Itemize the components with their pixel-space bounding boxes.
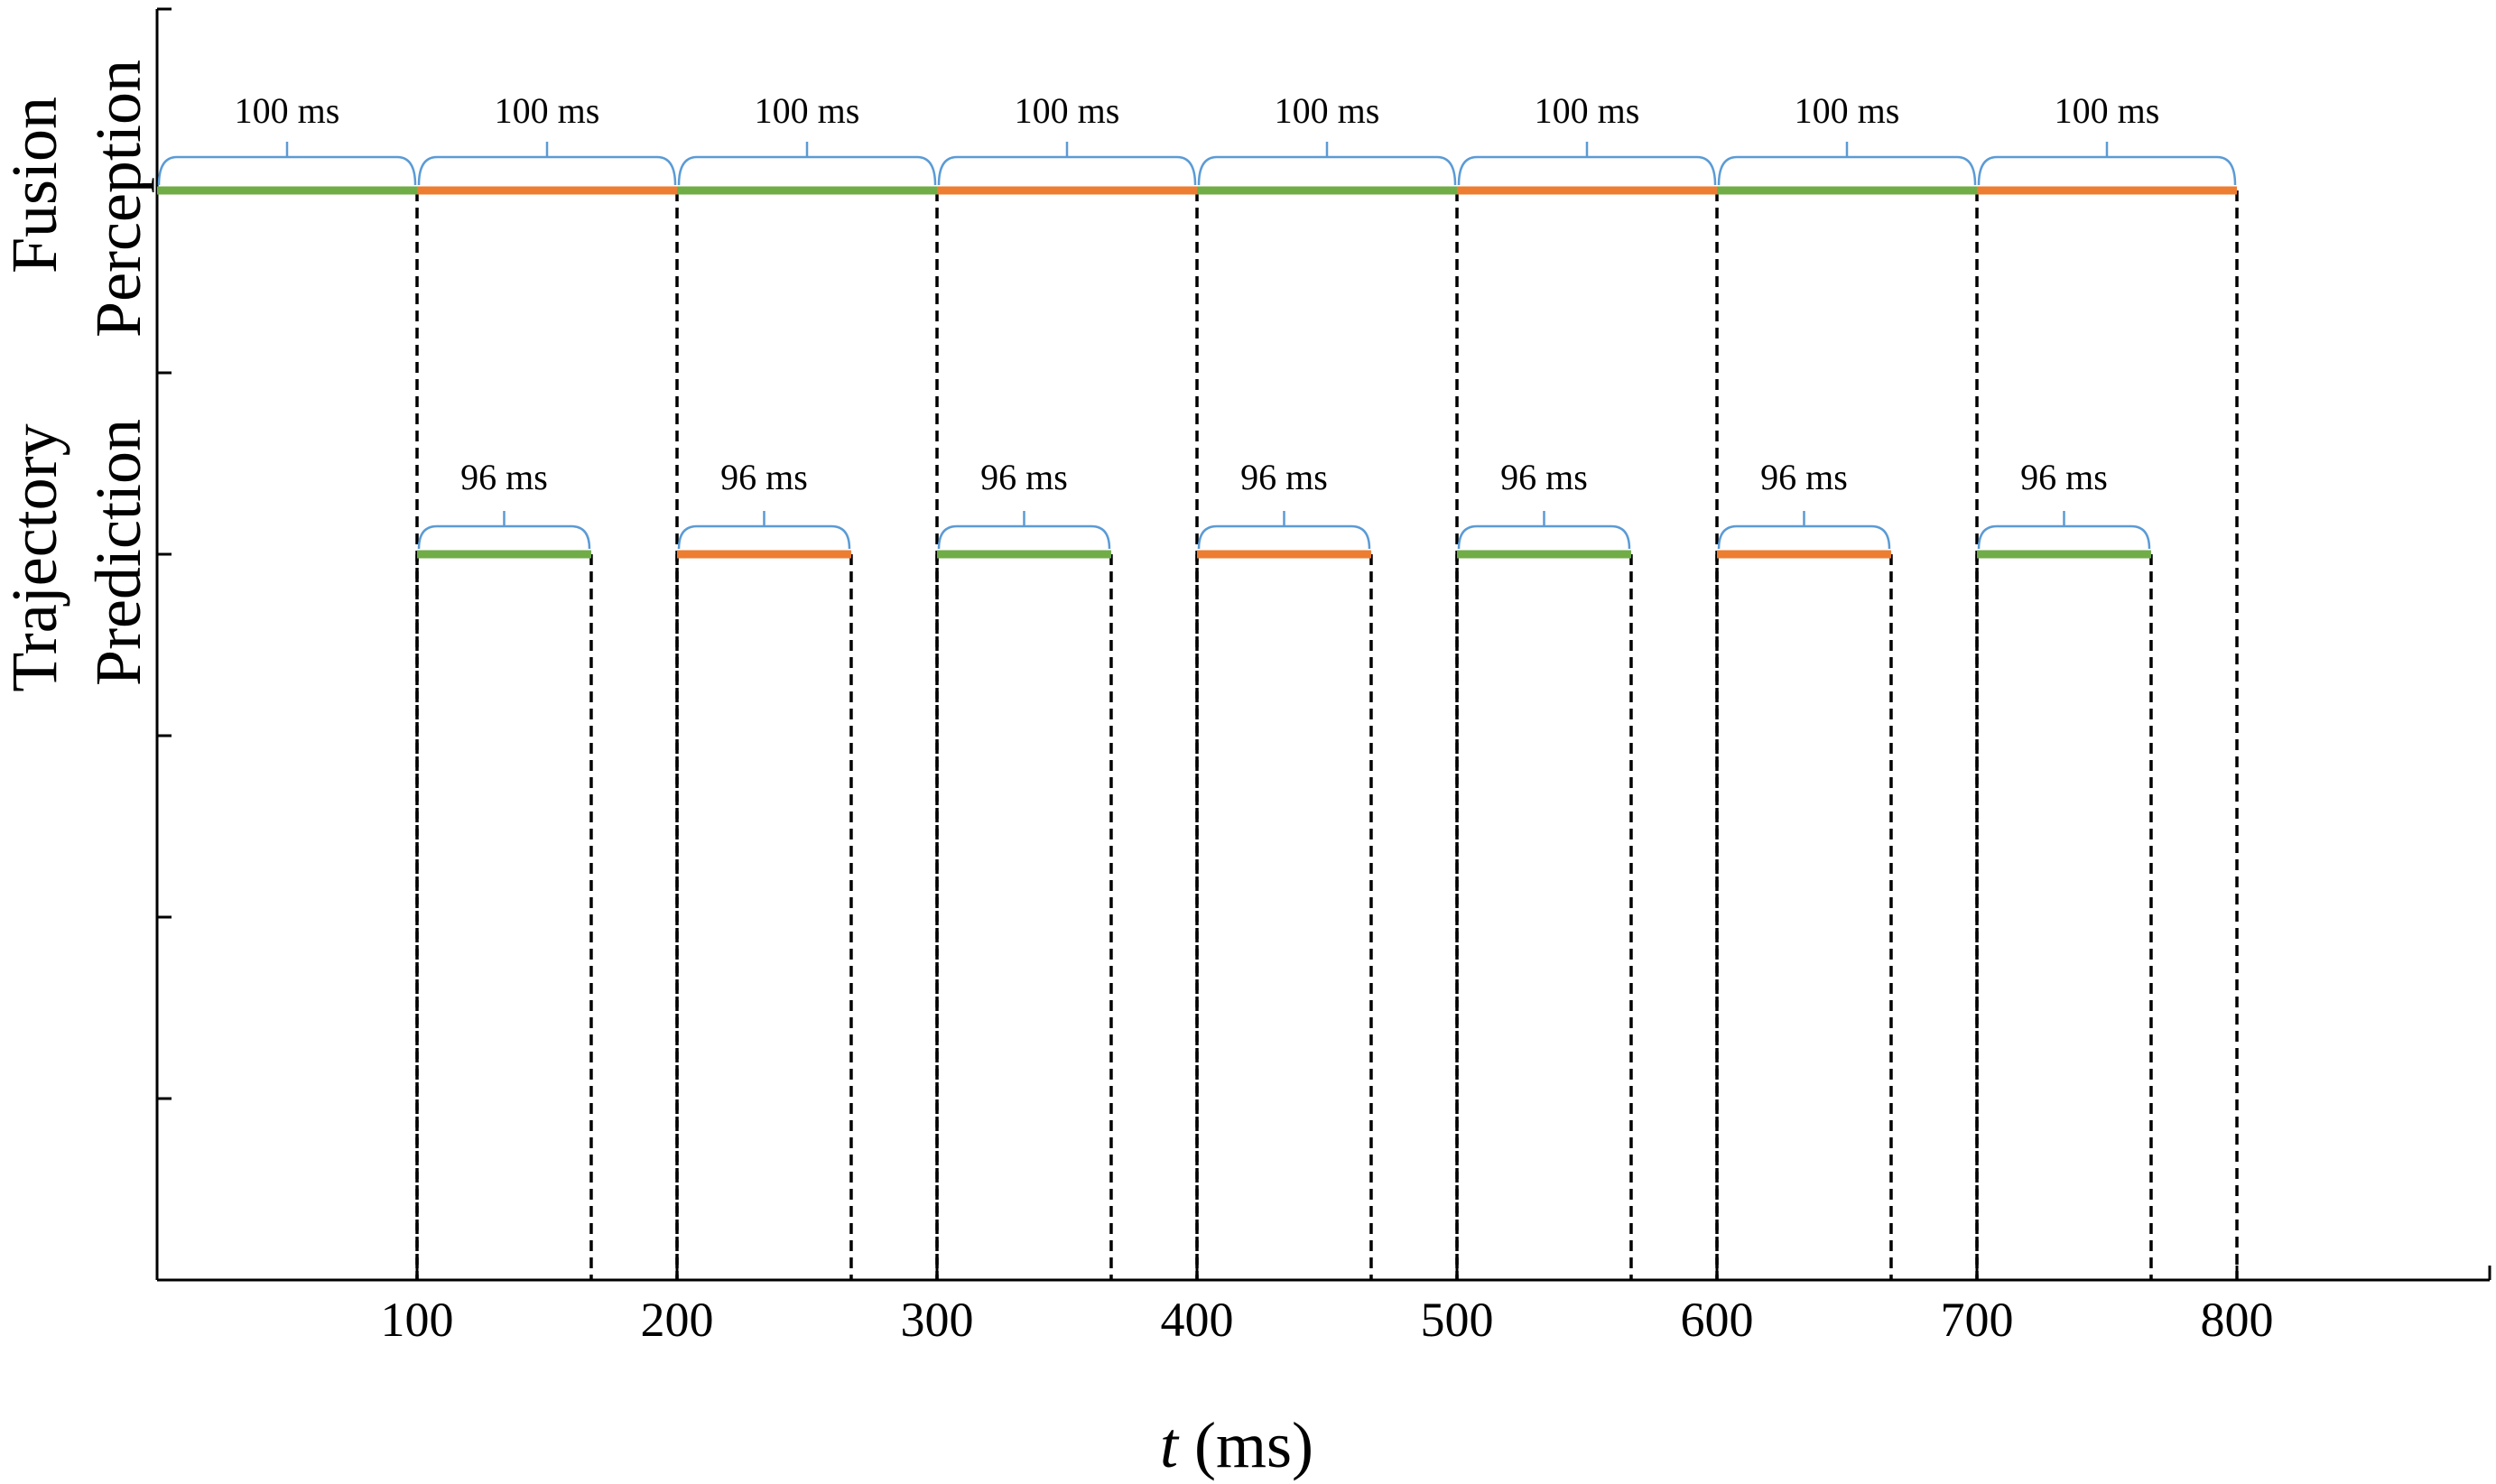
x-tick-label: 700 [1941, 1293, 2014, 1347]
axes [155, 7, 2491, 1282]
y-label-perception: Perception [82, 60, 154, 338]
fusion-perception-duration-label: 100 ms [1275, 90, 1380, 131]
trajectory-prediction-brace [677, 511, 851, 550]
x-axis-variable: t [1160, 1409, 1180, 1481]
x-axis-unit: (ms) [1178, 1409, 1313, 1481]
trajectory-prediction-brace [937, 511, 1111, 550]
x-axis-label: t (ms) [1160, 1409, 1313, 1481]
trajectory-prediction-brace [1197, 511, 1371, 550]
trajectory-prediction-brace [1717, 511, 1891, 550]
trajectory-prediction-duration-label: 96 ms [980, 457, 1068, 497]
fusion-perception-duration-label: 100 ms [1535, 90, 1640, 131]
x-tick-label: 800 [2201, 1293, 2274, 1347]
fusion-perception-brace [677, 142, 937, 186]
fusion-perception-duration-label: 100 ms [1795, 90, 1900, 131]
fusion-perception-duration-label: 100 ms [1015, 90, 1120, 131]
trajectory-prediction-duration-label: 96 ms [720, 457, 808, 497]
fusion-perception-brace [417, 142, 677, 186]
x-tick-label: 100 [381, 1293, 454, 1347]
x-tick-label: 300 [901, 1293, 974, 1347]
dashed-guides [415, 190, 2239, 1280]
x-tick-label: 600 [1681, 1293, 1754, 1347]
fusion-perception-duration-label: 100 ms [495, 90, 600, 131]
fusion-perception-brace [1717, 142, 1977, 186]
trajectory-prediction-duration-label: 96 ms [1760, 457, 1848, 497]
fusion-perception-duration-label: 100 ms [755, 90, 860, 131]
y-label-fusion: Fusion [0, 97, 70, 274]
trajectory-prediction-duration-label: 96 ms [1500, 457, 1588, 497]
x-tick-label: 400 [1161, 1293, 1234, 1347]
fusion-perception-brace [1197, 142, 1457, 186]
fusion-perception-brace [937, 142, 1197, 186]
trajectory-prediction-duration-label: 96 ms [2020, 457, 2108, 497]
fusion-perception-duration-label: 100 ms [235, 90, 340, 131]
trajectory-prediction-brace [1457, 511, 1631, 550]
trajectory-prediction-duration-label: 96 ms [460, 457, 548, 497]
trajectory-prediction-brace [1977, 511, 2151, 550]
fusion-perception-brace [1977, 142, 2237, 186]
x-tick-label: 200 [641, 1293, 714, 1347]
x-tick-label: 500 [1421, 1293, 1494, 1347]
segment-bars [157, 186, 2237, 559]
trajectory-prediction-brace [417, 511, 591, 550]
duration-braces: 100 ms 100 ms 100 ms 100 ms 100 ms 100 ms 100 … [157, 90, 2237, 550]
fusion-perception-brace [157, 142, 417, 186]
x-ticks: 100 200 300 400 500 600 700 800 [381, 1266, 2274, 1347]
y-label-trajectory: Trajectory [0, 423, 70, 691]
trajectory-prediction-duration-label: 96 ms [1240, 457, 1328, 497]
fusion-perception-brace [1457, 142, 1717, 186]
fusion-perception-duration-label: 100 ms [2055, 90, 2160, 131]
y-label-prediction: Prediction [82, 419, 154, 686]
